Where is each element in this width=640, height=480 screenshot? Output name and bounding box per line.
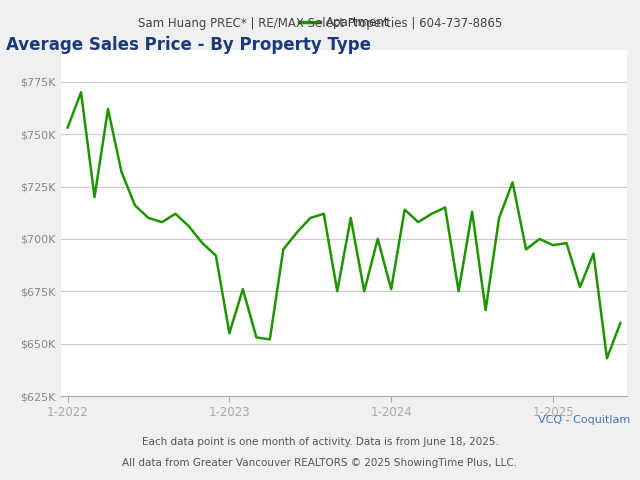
Text: Each data point is one month of activity. Data is from June 18, 2025.: Each data point is one month of activity…	[141, 437, 499, 447]
Legend: Apartment: Apartment	[294, 12, 394, 34]
Text: VCQ - Coquitlam: VCQ - Coquitlam	[538, 415, 630, 425]
Text: Sam Huang PREC* | RE/MAX Select Properties | 604-737-8865: Sam Huang PREC* | RE/MAX Select Properti…	[138, 17, 502, 30]
Text: Average Sales Price - By Property Type: Average Sales Price - By Property Type	[6, 36, 371, 54]
Text: All data from Greater Vancouver REALTORS © 2025 ShowingTime Plus, LLC.: All data from Greater Vancouver REALTORS…	[122, 458, 518, 468]
